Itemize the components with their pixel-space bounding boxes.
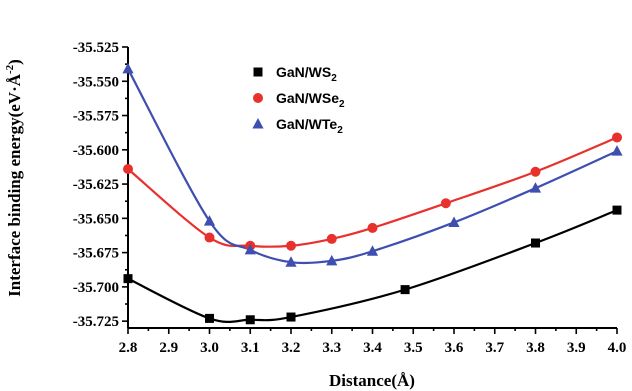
- y-tick-label: -35.575: [73, 109, 119, 125]
- x-tick-label: 3.0: [200, 340, 219, 356]
- data-point-triangle: [244, 243, 256, 255]
- data-point-square: [286, 312, 296, 322]
- y-tick-label: -35.700: [73, 280, 119, 296]
- data-point-square: [205, 313, 214, 323]
- x-tick-label: 2.8: [119, 340, 138, 356]
- y-tick-label: -35.650: [73, 211, 119, 227]
- data-point-triangle: [203, 215, 216, 226]
- y-tick-label: -35.600: [73, 143, 119, 159]
- data-point-triangle: [448, 216, 460, 227]
- y-tick-label: -35.550: [73, 74, 119, 90]
- axes: 2.8 2.9 3.0 3.1 3.2 3.3 3.4 3.5 3.6 3.7 3.8 3.9 4.0 -…: [73, 40, 627, 356]
- data-point-circle: [286, 240, 296, 251]
- data-point-triangle: [529, 182, 542, 193]
- legend-marker-2: [253, 93, 263, 103]
- x-tick-label: 4.0: [608, 340, 627, 356]
- series-line-3: [127, 68, 618, 265]
- x-tick-label: 3.7: [485, 340, 504, 356]
- data-point-circle: [204, 232, 215, 243]
- data-point-triangle: [326, 254, 338, 266]
- data-point-square: [400, 285, 410, 295]
- y-tick-label: -35.625: [73, 177, 119, 193]
- legend-marker-3: [252, 118, 264, 129]
- data-point-circle: [123, 163, 133, 174]
- data-point-circle: [530, 166, 541, 177]
- x-axis-title: Distance(Å): [329, 371, 415, 390]
- data-point-square: [245, 315, 255, 325]
- data-point-square: [612, 205, 622, 215]
- data-point-triangle: [611, 145, 623, 156]
- x-tick-label: 3.1: [241, 340, 260, 356]
- y-tick-label: -35.675: [73, 246, 119, 262]
- legend-label-2: GaN/WSe2: [276, 90, 345, 110]
- x-tick-label: 3.3: [322, 340, 341, 356]
- y-tick-label: -35.725: [73, 314, 119, 330]
- data-point-triangle: [366, 245, 379, 256]
- x-tick-label: 3.9: [567, 340, 586, 356]
- y-axis-title: Interface binding energy(eV·Å-2): [4, 59, 24, 297]
- data-point-triangle: [122, 62, 134, 74]
- x-tick-label: 3.2: [282, 340, 301, 356]
- legend-marker-1: [253, 67, 263, 77]
- x-tick-label: 3.5: [404, 340, 423, 356]
- data-point-circle: [326, 233, 337, 244]
- x-tick-label: 3.4: [363, 340, 382, 356]
- data-point-square: [531, 238, 540, 248]
- series-markers: [122, 62, 623, 325]
- y-tick-label: -35.525: [73, 40, 119, 56]
- legend: GaN/WS2 GaN/WSe2 GaN/WTe2: [252, 64, 345, 136]
- data-point-square: [123, 274, 133, 284]
- x-tick-label: 2.9: [159, 340, 178, 356]
- data-point-circle: [440, 198, 451, 209]
- data-point-circle: [612, 132, 622, 143]
- x-tick-label: 3.8: [526, 340, 545, 356]
- legend-label-3: GaN/WTe2: [276, 116, 343, 136]
- data-point-circle: [367, 222, 378, 233]
- x-tick-label: 3.6: [445, 340, 464, 356]
- data-point-triangle: [285, 256, 297, 267]
- legend-label-1: GaN/WS2: [276, 64, 337, 84]
- series-curves: [127, 68, 618, 324]
